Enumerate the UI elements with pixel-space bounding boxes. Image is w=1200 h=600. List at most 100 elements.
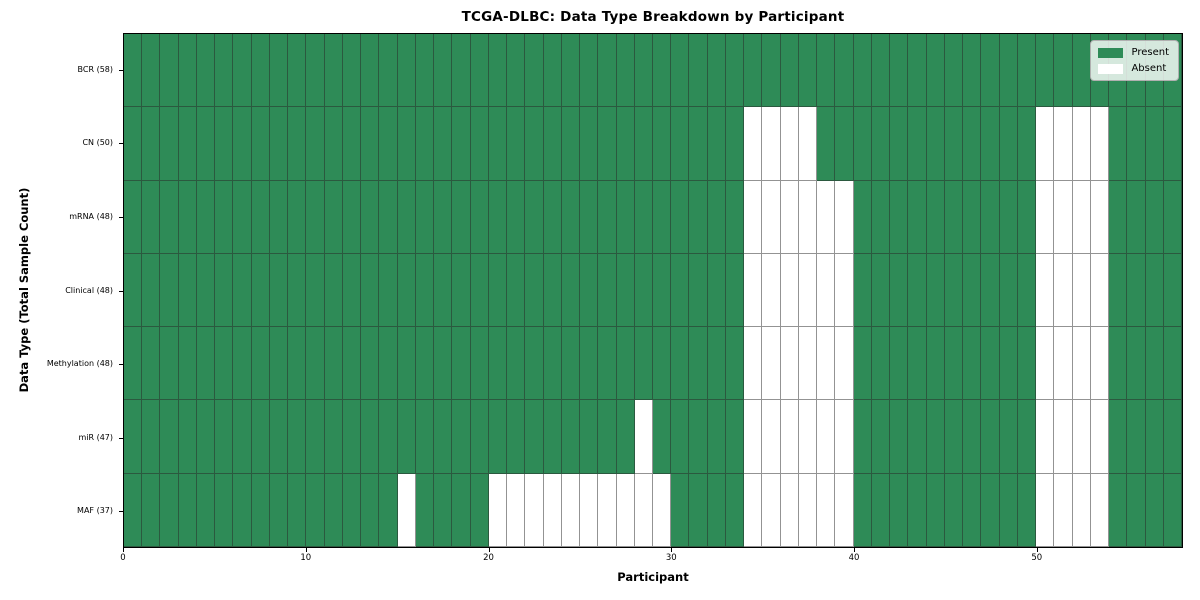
cell-BCR-p32 <box>707 34 726 108</box>
cell-mRNA-p8 <box>269 180 289 254</box>
cell-CN-p6 <box>233 107 252 181</box>
cell-Methylation-p1 <box>142 327 161 401</box>
cell-mRNA-p9 <box>288 180 307 254</box>
cell-BCR-p7 <box>251 34 270 108</box>
cell-Clinical-p17 <box>434 253 453 328</box>
cell-BCR-p45 <box>944 34 964 108</box>
cell-miR-p9 <box>288 400 307 474</box>
cell-miR-p29 <box>652 400 672 474</box>
cell-BCR-p28 <box>634 34 653 108</box>
cell-Clinical-p25 <box>580 253 599 328</box>
cell-mRNA-p5 <box>215 180 234 254</box>
xtick-mark <box>671 548 673 552</box>
cell-miR-p56 <box>1145 400 1164 474</box>
cell-CN-p56 <box>1145 107 1164 181</box>
cell-miR-p41 <box>871 400 891 474</box>
cell-mRNA-p0 <box>124 180 143 254</box>
cell-MAF-p24 <box>561 473 581 547</box>
xtick-mark <box>1036 548 1038 552</box>
cell-MAF-p17 <box>434 473 453 547</box>
cell-Clinical-p23 <box>543 253 562 328</box>
cell-miR-p51 <box>1054 400 1073 474</box>
cell-MAF-p0 <box>124 473 143 547</box>
cell-BCR-p0 <box>124 34 143 108</box>
cell-Clinical-p53 <box>1090 253 1110 328</box>
cell-miR-p53 <box>1090 400 1110 474</box>
cell-BCR-p25 <box>580 34 599 108</box>
cell-mRNA-p49 <box>1017 180 1037 254</box>
cell-mRNA-p56 <box>1145 180 1164 254</box>
cell-MAF-p47 <box>981 473 1000 547</box>
cell-CN-p15 <box>397 107 416 181</box>
cell-Clinical-p16 <box>415 253 435 328</box>
cell-mRNA-p33 <box>725 180 745 254</box>
cell-mRNA-p19 <box>470 180 489 254</box>
legend-label: Present <box>1131 47 1169 58</box>
cell-mRNA-p51 <box>1054 180 1073 254</box>
cell-Methylation-p57 <box>1163 327 1182 401</box>
cell-miR-p40 <box>853 400 872 474</box>
cell-mRNA-p16 <box>415 180 435 254</box>
cell-MAF-p3 <box>178 473 197 547</box>
cell-miR-p46 <box>963 400 982 474</box>
ytick-mark <box>119 364 123 366</box>
cell-Methylation-p2 <box>160 327 179 401</box>
cell-Clinical-p28 <box>634 253 653 328</box>
cell-BCR-p9 <box>288 34 307 108</box>
cell-Clinical-p0 <box>124 253 143 328</box>
cell-BCR-p17 <box>434 34 453 108</box>
cell-miR-p27 <box>616 400 635 474</box>
cell-miR-p52 <box>1072 400 1091 474</box>
cell-MAF-p52 <box>1072 473 1091 547</box>
cell-Methylation-p27 <box>616 327 635 401</box>
cell-CN-p26 <box>598 107 617 181</box>
cell-miR-p48 <box>999 400 1018 474</box>
cell-mRNA-p1 <box>142 180 161 254</box>
cell-MAF-p48 <box>999 473 1018 547</box>
cell-MAF-p37 <box>798 473 818 547</box>
cell-MAF-p6 <box>233 473 252 547</box>
cell-miR-p20 <box>488 400 508 474</box>
cell-MAF-p5 <box>215 473 234 547</box>
cell-Methylation-p18 <box>452 327 471 401</box>
cell-MAF-p38 <box>817 473 836 547</box>
cell-Clinical-p2 <box>160 253 179 328</box>
cell-Clinical-p30 <box>671 253 690 328</box>
cell-BCR-p3 <box>178 34 197 108</box>
legend-swatch-present <box>1098 47 1124 58</box>
cell-Methylation-p44 <box>926 327 945 401</box>
cell-Clinical-p36 <box>780 253 799 328</box>
cell-MAF-p56 <box>1145 473 1164 547</box>
cell-MAF-p2 <box>160 473 179 547</box>
cell-BCR-p16 <box>415 34 435 108</box>
ytick-mark <box>119 143 123 145</box>
cell-miR-p7 <box>251 400 270 474</box>
cell-CN-p5 <box>215 107 234 181</box>
cell-CN-p53 <box>1090 107 1110 181</box>
cell-mRNA-p22 <box>525 180 544 254</box>
cell-CN-p17 <box>434 107 453 181</box>
cell-miR-p30 <box>671 400 690 474</box>
heatmap-plot: Present Absent <box>123 33 1183 548</box>
cell-Methylation-p5 <box>215 327 234 401</box>
cell-MAF-p39 <box>835 473 854 547</box>
cell-miR-p23 <box>543 400 562 474</box>
cell-Methylation-p17 <box>434 327 453 401</box>
cell-CN-p14 <box>379 107 398 181</box>
cell-mRNA-p14 <box>379 180 398 254</box>
xtick-mark <box>854 548 856 552</box>
cell-CN-p11 <box>324 107 343 181</box>
cell-mRNA-p3 <box>178 180 197 254</box>
cell-Clinical-p43 <box>908 253 927 328</box>
cell-CN-p13 <box>361 107 380 181</box>
cell-Methylation-p21 <box>507 327 526 401</box>
cell-Clinical-p22 <box>525 253 544 328</box>
cell-Clinical-p6 <box>233 253 252 328</box>
cell-BCR-p14 <box>379 34 398 108</box>
cell-Methylation-p47 <box>981 327 1000 401</box>
cell-miR-p35 <box>762 400 781 474</box>
cell-CN-p28 <box>634 107 653 181</box>
cell-BCR-p33 <box>725 34 745 108</box>
cell-BCR-p52 <box>1072 34 1091 108</box>
cell-mRNA-p11 <box>324 180 343 254</box>
